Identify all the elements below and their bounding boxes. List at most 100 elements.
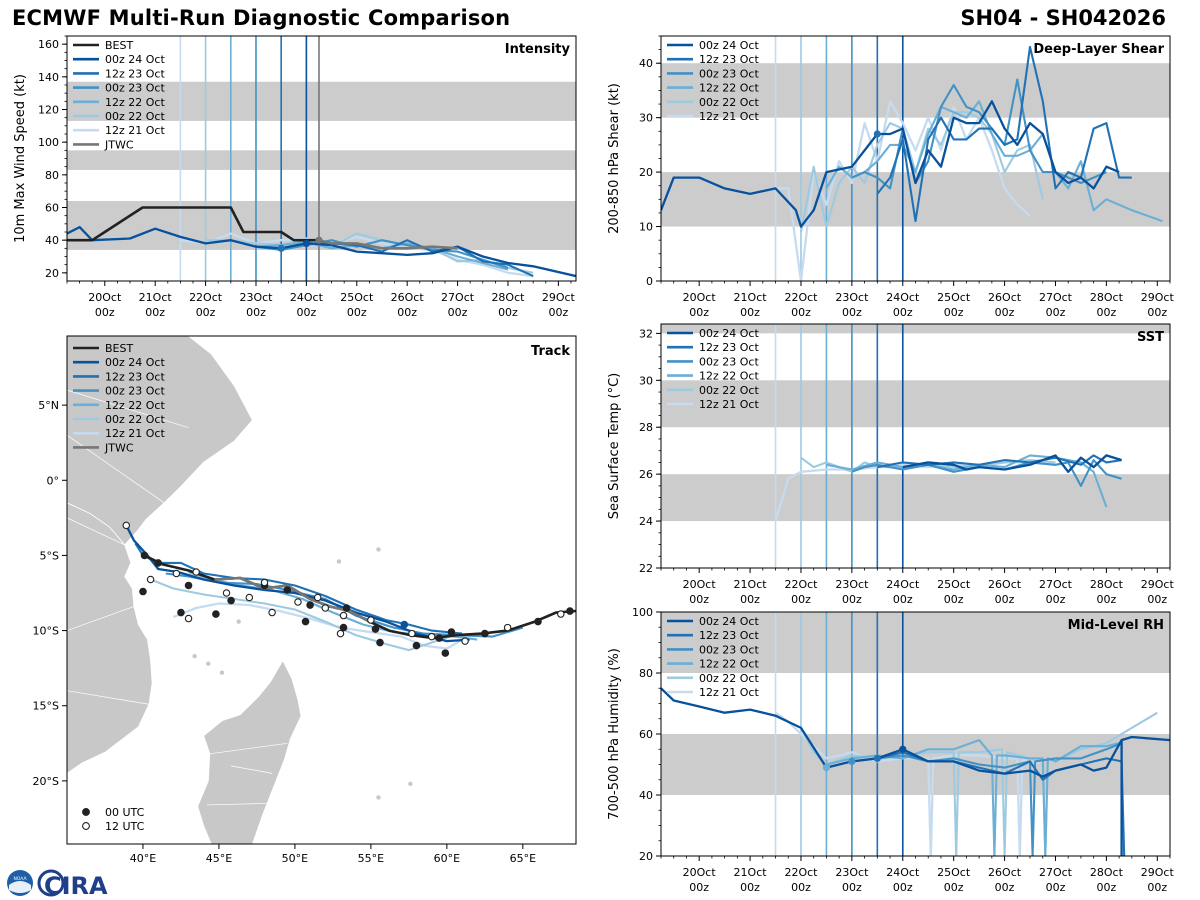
track-ytick-label: 5°S xyxy=(40,549,59,562)
rh-legend-label: 00z 23 Oct xyxy=(699,643,759,656)
shear-series-r12z23 xyxy=(876,45,1132,223)
rh-legend-label: 12z 23 Oct xyxy=(699,629,759,642)
intensity-ytick-label: 100 xyxy=(38,136,59,149)
track-point-00utc-13 xyxy=(212,610,220,618)
island-3 xyxy=(376,795,381,800)
track-legend-label: 00z 22 Oct xyxy=(105,413,165,426)
track-point-12utc-14 xyxy=(461,637,469,645)
intensity-ylabel: 10m Max Wind Speed (kt) xyxy=(13,74,28,243)
track-legend-label: BEST xyxy=(105,342,133,355)
track-point-12utc-13 xyxy=(427,632,436,641)
shear-xtick-hour: 00z xyxy=(1096,306,1116,319)
intensity-band-2 xyxy=(67,81,576,121)
intensity-xtick-hour: 00z xyxy=(448,306,468,319)
shear-legend-label: 00z 24 Oct xyxy=(699,39,759,52)
shear-xtick-hour: 00z xyxy=(995,306,1015,319)
intensity-xtick-hour: 00z xyxy=(548,306,568,319)
track-point-12utc-15 xyxy=(503,623,512,632)
track-point-00utc-4 xyxy=(306,601,314,609)
track-frame xyxy=(66,335,577,845)
track-xtick-label: 60°E xyxy=(434,852,460,865)
intensity-series-r12z21 xyxy=(180,232,534,278)
track-xtick-label: 65°E xyxy=(510,852,536,865)
shear-legend-label: 12z 22 Oct xyxy=(699,82,759,95)
land-mass-2 xyxy=(197,659,302,844)
track-point-12utc-1 xyxy=(146,575,155,584)
rh-xtick-day: 20Oct xyxy=(683,866,717,879)
rh-legend-label: 00z 22 Oct xyxy=(699,672,759,685)
shear-legend-label: 00z 23 Oct xyxy=(699,67,759,80)
track-point-00utc-14 xyxy=(283,586,292,594)
sst-ytick-label: 22 xyxy=(639,562,653,575)
intensity-legend-label: 00z 24 Oct xyxy=(105,53,165,66)
rh-xtick-day: 21Oct xyxy=(734,866,768,879)
intensity-legend-label: 00z 22 Oct xyxy=(105,110,165,123)
rh-marker-r00z23 xyxy=(848,757,856,766)
sst-xtick-hour: 00z xyxy=(689,593,709,606)
rh-xtick-day: 22Oct xyxy=(784,866,818,879)
shear-xtick-day: 24Oct xyxy=(886,291,920,304)
island-2 xyxy=(219,670,225,675)
sst-legend-label: 00z 22 Oct xyxy=(699,384,759,397)
sst-legend-label: 00z 24 Oct xyxy=(699,327,759,340)
rh-xtick-hour: 00z xyxy=(1147,881,1167,894)
intensity-legend-label: JTWC xyxy=(104,138,134,151)
land-mass-1 xyxy=(67,336,253,546)
intensity-xtick-day: 24Oct xyxy=(290,291,324,304)
track-xtick-label: 50°E xyxy=(282,852,308,865)
track-point-12utc-4 xyxy=(222,589,231,597)
shear-xtick-hour: 00z xyxy=(842,306,862,319)
track-legend-label: 12z 21 Oct xyxy=(105,427,165,440)
shear-ytick-label: 0 xyxy=(646,275,653,288)
intensity-xtick-hour: 00z xyxy=(145,306,165,319)
shear-title: Deep-Layer Shear xyxy=(1033,42,1164,57)
rh-legend-label: 12z 21 Oct xyxy=(699,686,759,699)
border-line-5 xyxy=(206,803,268,806)
intensity-ytick-label: 40 xyxy=(45,234,59,247)
intensity-legend-label: 00z 23 Oct xyxy=(105,82,165,95)
track-r00z24 xyxy=(125,524,470,643)
sst-ytick-label: 30 xyxy=(639,374,653,387)
intensity-xtick-day: 25Oct xyxy=(340,291,374,304)
rh-xtick-day: 25Oct xyxy=(937,866,971,879)
rh-xtick-day: 28Oct xyxy=(1090,866,1124,879)
intensity-ytick-label: 120 xyxy=(38,104,59,117)
track-point-12utc-18 xyxy=(313,593,322,602)
track-point-00utc-19 xyxy=(447,628,456,636)
shear-xtick-day: 28Oct xyxy=(1090,291,1124,304)
intensity-marker-r00z24 xyxy=(302,239,310,248)
shear-xtick-hour: 00z xyxy=(944,306,964,319)
intensity-xtick-day: 29Oct xyxy=(542,291,576,304)
track-point-00utc-5 xyxy=(342,604,351,612)
border-line-3 xyxy=(231,765,273,774)
rh-ytick-label: 40 xyxy=(639,789,653,802)
track-xtick-label: 45°E xyxy=(206,852,232,865)
intensity-xtick-hour: 00z xyxy=(397,306,417,319)
rh-xtick-hour: 00z xyxy=(1046,881,1066,894)
track-point-00utc-12 xyxy=(177,608,185,617)
shear-xtick-day: 27Oct xyxy=(1039,291,1073,304)
rh-band-1 xyxy=(661,612,1170,673)
intensity-ytick-label: 60 xyxy=(45,202,59,215)
shear-plot-area xyxy=(661,36,1170,281)
sst-xtick-hour: 00z xyxy=(1096,593,1116,606)
shear-xtick-day: 25Oct xyxy=(937,291,971,304)
rh-xtick-hour: 00z xyxy=(995,881,1015,894)
intensity-series-jtwc xyxy=(318,238,458,250)
sst-xtick-day: 29Oct xyxy=(1141,578,1175,591)
marker-legend-label: 12 UTC xyxy=(105,820,145,833)
rh-marker-r12z23 xyxy=(873,754,881,762)
rh-ylabel: 700-500 hPa Humidity (%) xyxy=(607,648,622,820)
track-point-12utc-17 xyxy=(260,578,269,587)
rh-ytick-label: 60 xyxy=(639,728,653,741)
intensity-xtick-hour: 00z xyxy=(95,306,115,319)
track-point-00utc-9 xyxy=(481,629,489,638)
intensity-xtick-hour: 00z xyxy=(498,306,518,319)
rh-xtick-hour: 00z xyxy=(842,881,862,894)
island-6 xyxy=(336,559,342,564)
rh-xtick-day: 26Oct xyxy=(988,866,1022,879)
